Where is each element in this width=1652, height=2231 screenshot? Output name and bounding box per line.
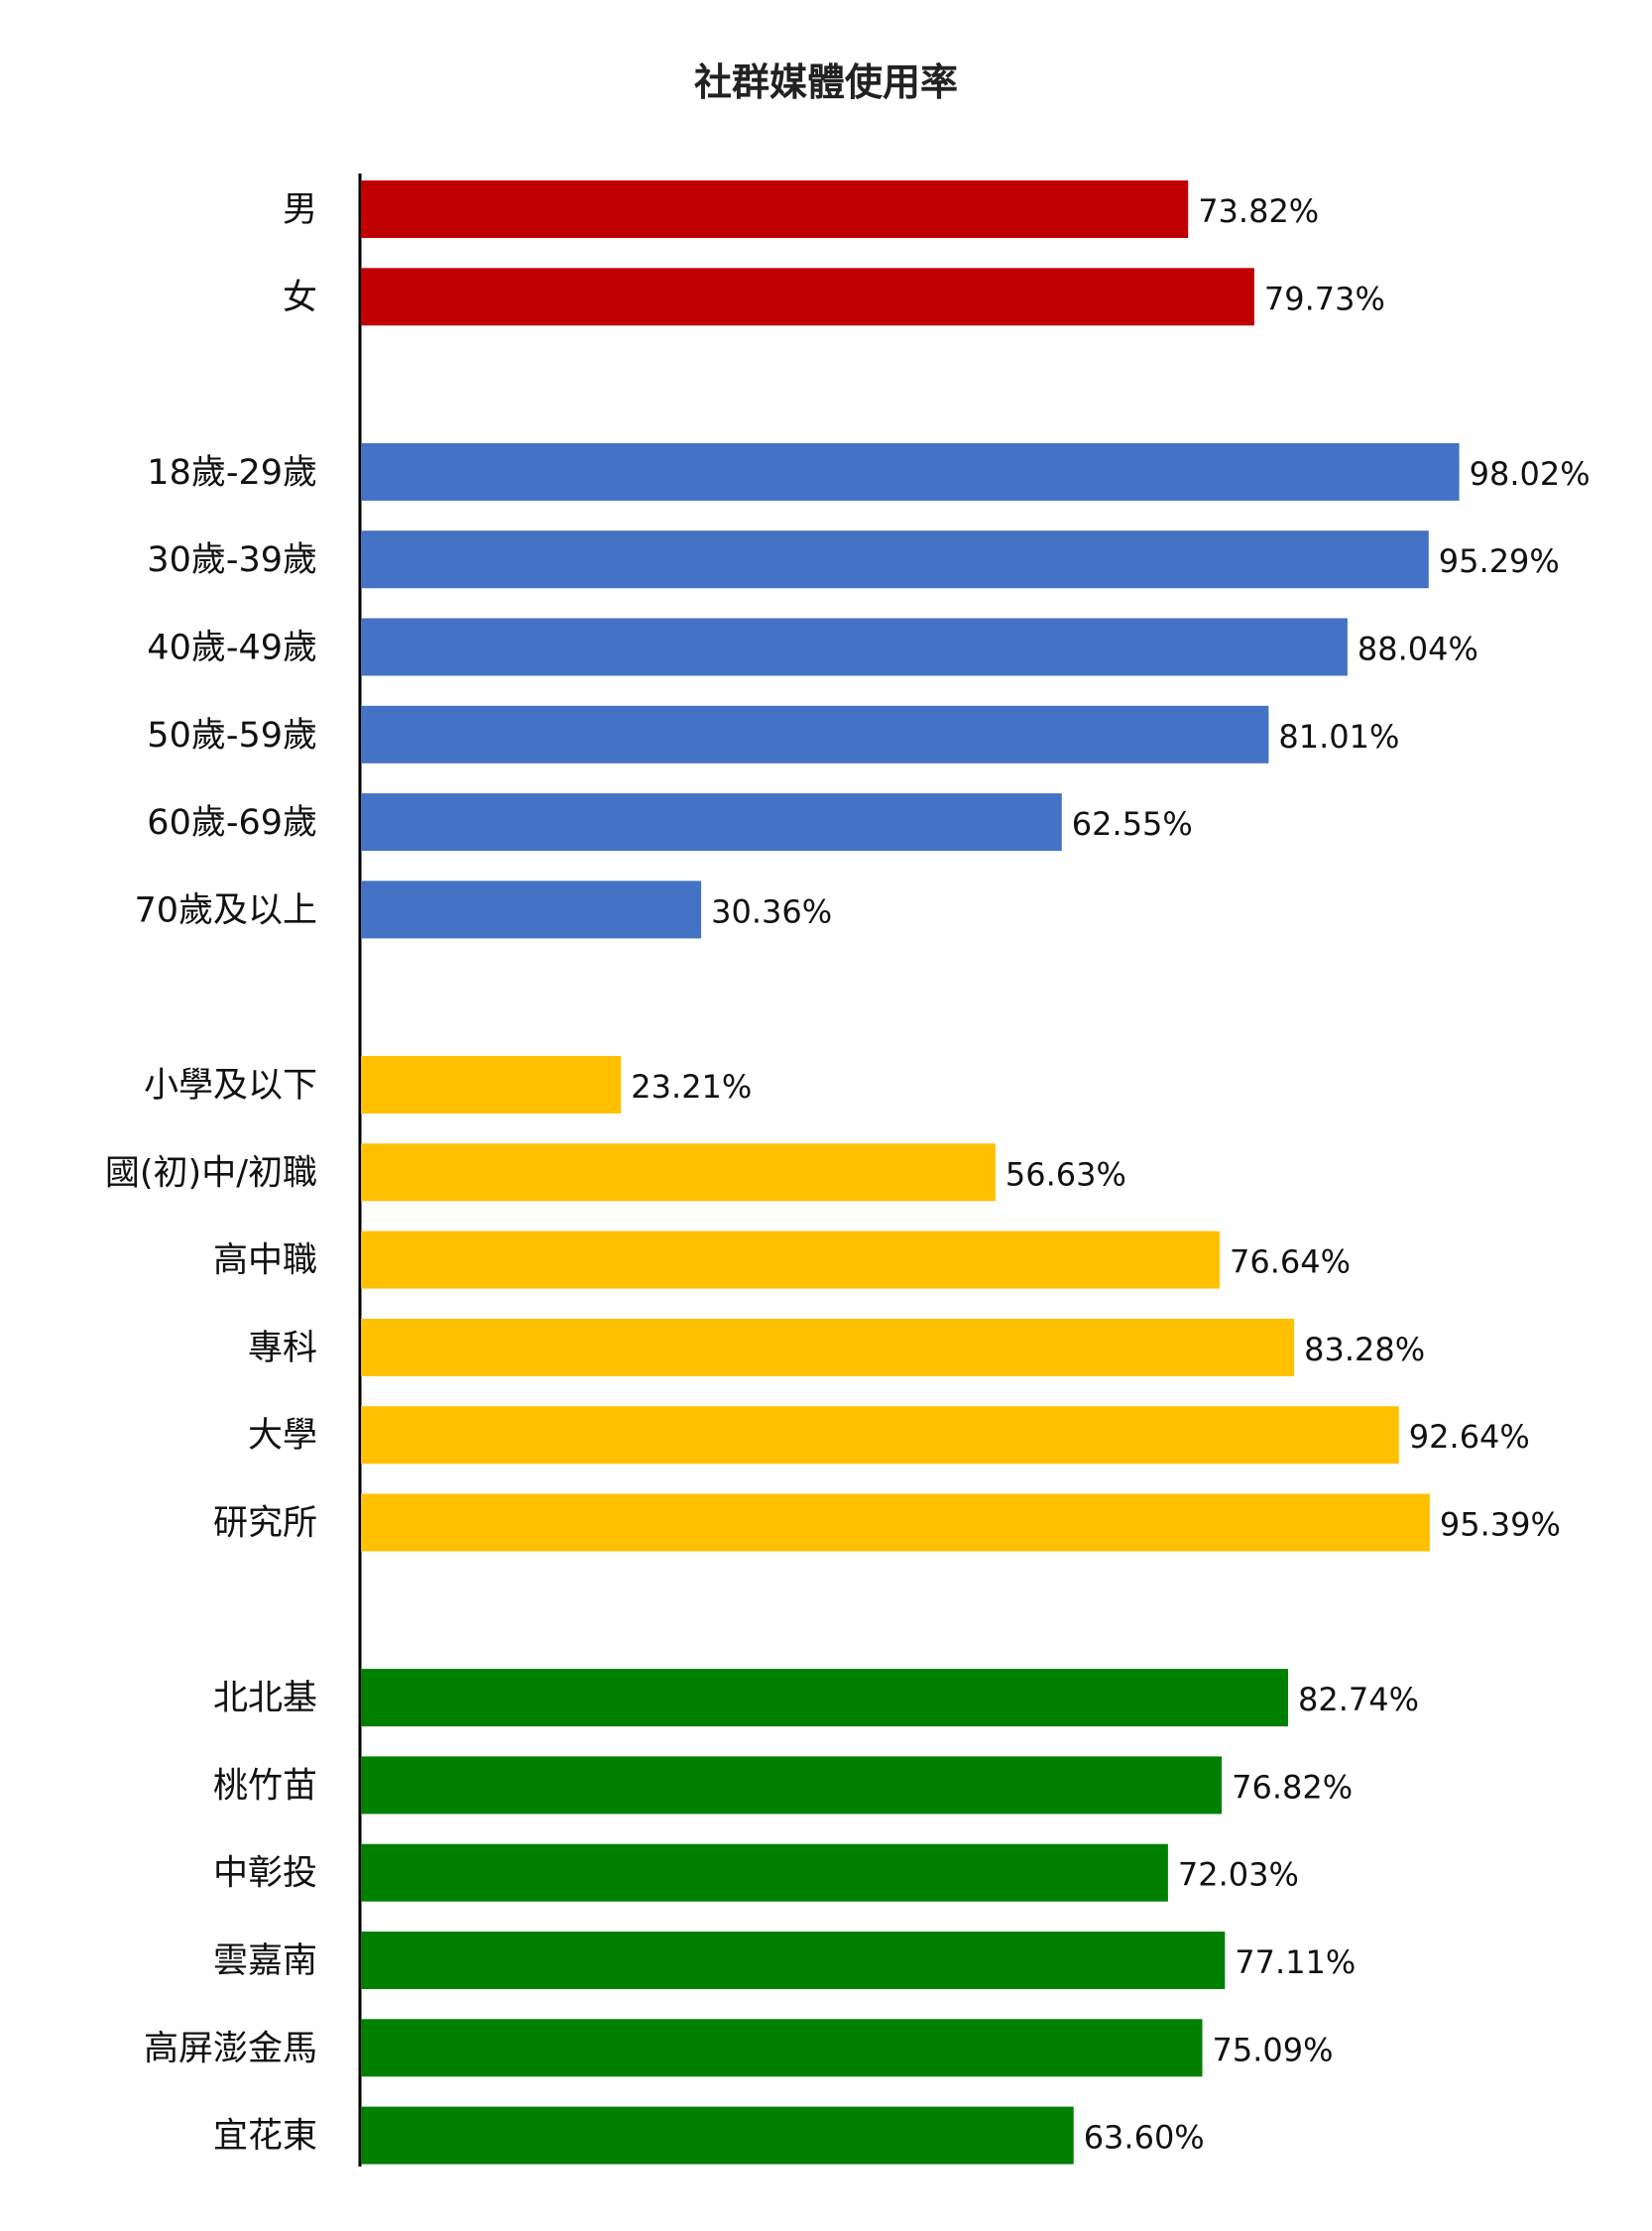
bar — [361, 1756, 1223, 1815]
bar — [361, 2019, 1203, 2077]
value-label: 76.82% — [1232, 1768, 1353, 1806]
bar — [361, 530, 1429, 589]
value-label: 63.60% — [1084, 2119, 1205, 2157]
bar — [361, 1493, 1430, 1552]
value-label: 75.09% — [1213, 2031, 1334, 2068]
category-label: 高中職 — [213, 1241, 317, 1281]
category-label: 18歲-29歲 — [147, 453, 317, 493]
category-label: 中彰投 — [213, 1854, 317, 1894]
bar — [361, 881, 702, 939]
bar — [361, 1932, 1226, 1989]
bar — [361, 268, 1254, 326]
value-label: 98.02% — [1470, 455, 1591, 493]
value-label: 95.39% — [1440, 1506, 1561, 1544]
category-label: 40歲-49歲 — [147, 629, 317, 668]
category-label: 宜花東 — [213, 2117, 317, 2157]
bar — [361, 705, 1269, 763]
category-label: 小學及以下 — [144, 1066, 317, 1106]
value-label: 77.11% — [1235, 1943, 1356, 1981]
bar — [361, 1143, 996, 1202]
bar — [361, 1406, 1399, 1465]
bar — [361, 180, 1189, 238]
value-label: 73.82% — [1198, 192, 1319, 230]
value-label: 56.63% — [1005, 1155, 1126, 1193]
bar — [361, 1318, 1295, 1376]
category-label: 桃竹苗 — [213, 1766, 317, 1806]
value-label: 76.64% — [1230, 1243, 1351, 1281]
category-label: 女 — [283, 278, 317, 317]
value-label: 88.04% — [1357, 631, 1478, 668]
value-label: 72.03% — [1178, 1856, 1299, 1894]
category-label: 研究所 — [213, 1504, 317, 1544]
bar — [361, 1231, 1220, 1289]
value-label: 95.29% — [1439, 542, 1560, 580]
value-label: 81.01% — [1278, 718, 1399, 756]
category-label: 50歲-59歲 — [147, 716, 317, 756]
value-label: 30.36% — [711, 892, 832, 930]
bar — [361, 442, 1460, 501]
bar — [361, 2106, 1074, 2165]
category-label: 高屏澎金馬 — [144, 2029, 317, 2068]
category-label: 大學 — [248, 1416, 317, 1456]
category-label: 國(初)中/初職 — [105, 1153, 317, 1193]
bars-layer: 男 73.82% 女 79.73% 18歲-29歲 98.02% 30歲-39歲 95.29%… — [105, 180, 1591, 2165]
bar — [361, 793, 1062, 852]
bar — [361, 1056, 622, 1114]
chart-title: 社群媒體使用率 — [694, 60, 958, 104]
value-label: 23.21% — [631, 1068, 752, 1106]
bar — [361, 1669, 1288, 1727]
value-label: 62.55% — [1072, 805, 1193, 843]
category-label: 70歲及以上 — [134, 890, 317, 930]
category-label: 男 — [283, 190, 317, 230]
value-label: 92.64% — [1409, 1418, 1530, 1456]
category-label: 專科 — [248, 1329, 317, 1368]
value-label: 83.28% — [1304, 1331, 1425, 1368]
category-label: 60歲-69歲 — [147, 803, 317, 843]
category-label: 北北基 — [213, 1679, 317, 1718]
value-label: 82.74% — [1298, 1681, 1419, 1718]
category-label: 30歲-39歲 — [147, 540, 317, 580]
bar — [361, 618, 1348, 676]
category-label: 雲嘉南 — [213, 1941, 317, 1981]
value-label: 79.73% — [1264, 280, 1385, 317]
bar — [361, 1843, 1168, 1902]
